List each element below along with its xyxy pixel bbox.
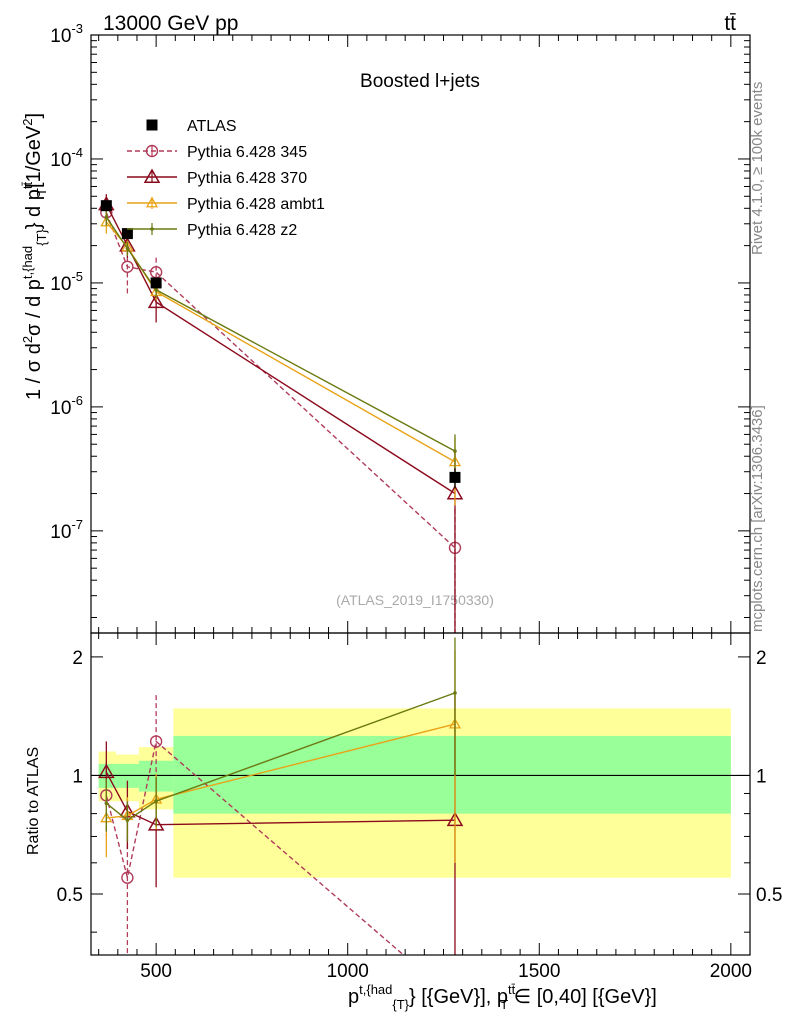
process-label: tt̄ (724, 12, 736, 35)
chart-title: Boosted l+jets (360, 71, 480, 92)
mcplots-side-label: mcplots.cern.ch [arXiv:1306.3436] (749, 405, 766, 632)
ratio-y-tick-label-left: 2 (72, 648, 83, 669)
ratio-panel: 500 1000 1500 2000 0.5 0.5 1 1 2 2 (57, 632, 782, 982)
series-line (105, 692, 456, 822)
data-point (125, 246, 130, 251)
main-y-axis-label: 1 / σ d2σ / d pt,{had{T}} d ptt̄T[1/GeV2… (20, 113, 49, 400)
data-point (147, 293, 165, 309)
series-line (105, 221, 456, 463)
legend-label: Pythia 6.428 345 (187, 144, 307, 161)
legend-item-pythia-6-428-345: Pythia 6.428 345 (127, 144, 307, 161)
series-line (105, 216, 456, 452)
data-point (154, 799, 158, 804)
data-point (147, 816, 165, 831)
legend-label: Pythia 6.428 370 (187, 170, 307, 187)
legend: ATLAS Pythia 6.428 345 Pythia 6.428 370 Pyt… (127, 118, 325, 239)
series-pythia-6-428-345 (100, 201, 462, 633)
ratio-y-tick-label-left: 1 (72, 766, 83, 787)
ratio-series-group (98, 637, 464, 955)
y-tick-label: 10-4 (50, 145, 83, 171)
x-tick-label: 500 (140, 961, 172, 982)
data-point (121, 871, 134, 884)
series-line (105, 740, 405, 955)
x-tick-label: 1500 (518, 961, 560, 982)
x-tick-label: 2000 (710, 961, 752, 982)
x-tick-label: 1000 (327, 961, 369, 982)
data-point (121, 228, 133, 240)
legend-marker (146, 119, 158, 131)
data-point (100, 200, 112, 212)
legend-item-atlas: ATLAS (146, 118, 237, 135)
y-tick-label: 10-6 (50, 393, 83, 419)
data-point (121, 260, 134, 273)
analysis-watermark: (ATLAS_2019_I1750330) (336, 592, 494, 608)
data-point (449, 471, 461, 483)
y-tick-label: 10-7 (50, 517, 83, 543)
legend-item-pythia-6-428-ambt1: Pythia 6.428 ambt1 (127, 196, 325, 213)
ratio-uncertainty-bands (91, 708, 750, 878)
data-point (104, 801, 109, 806)
y-tick-label: 10-3 (50, 21, 83, 47)
energy-label: 13000 GeV pp (103, 12, 238, 35)
series-pythia-6-428-z2 (104, 637, 457, 842)
x-axis-label: pt,{had{T}} [{GeV}], ptt̄ T ∈ [0,40] [{Ge… (348, 982, 657, 1012)
data-point (104, 215, 109, 219)
series-pythia-6-428-370 (98, 194, 464, 633)
legend-label: Pythia 6.428 ambt1 (187, 196, 325, 213)
legend-label: Pythia 6.428 z2 (187, 222, 297, 239)
ratio-y-axis-label: Ratio to ATLAS (25, 747, 42, 855)
series-line (105, 212, 456, 549)
legend-marker (143, 168, 161, 183)
series-atlas (100, 200, 461, 489)
legend-marker (150, 227, 154, 231)
data-point (154, 288, 158, 292)
legend-marker (145, 196, 159, 208)
legend-item-pythia-6-428-z2: Pythia 6.428 z2 (127, 222, 297, 239)
ratio-y-tick-label-right: 1 (756, 766, 767, 787)
series-pythia-6-428-z2 (104, 209, 457, 478)
y-tick-label: 10-5 (50, 269, 83, 295)
data-point (149, 735, 163, 748)
legend-item-pythia-6-428-370: Pythia 6.428 370 (127, 168, 307, 187)
ratio-y-tick-label-right: 0.5 (756, 885, 782, 906)
series-line (106, 723, 456, 819)
green-uncertainty-band (173, 735, 731, 814)
data-point (125, 818, 130, 822)
data-point (98, 763, 115, 779)
ratio-frame (90, 632, 751, 956)
rivet-side-label: Rivet 4.1.0, ≥ 100k events (749, 82, 766, 255)
series-line (105, 771, 456, 826)
data-point (453, 449, 457, 453)
main-panel: Boosted l+jets (ATLAS_2019_I1750330) 10-… (50, 21, 751, 634)
legend-marker (145, 144, 159, 158)
legend-label: ATLAS (187, 118, 237, 135)
series-line (105, 204, 456, 495)
ratio-y-tick-label-left: 0.5 (57, 885, 83, 906)
data-point (453, 691, 457, 695)
ratio-y-tick-label-right: 2 (756, 648, 767, 669)
main-series-group (98, 194, 464, 633)
data-point (150, 277, 162, 289)
